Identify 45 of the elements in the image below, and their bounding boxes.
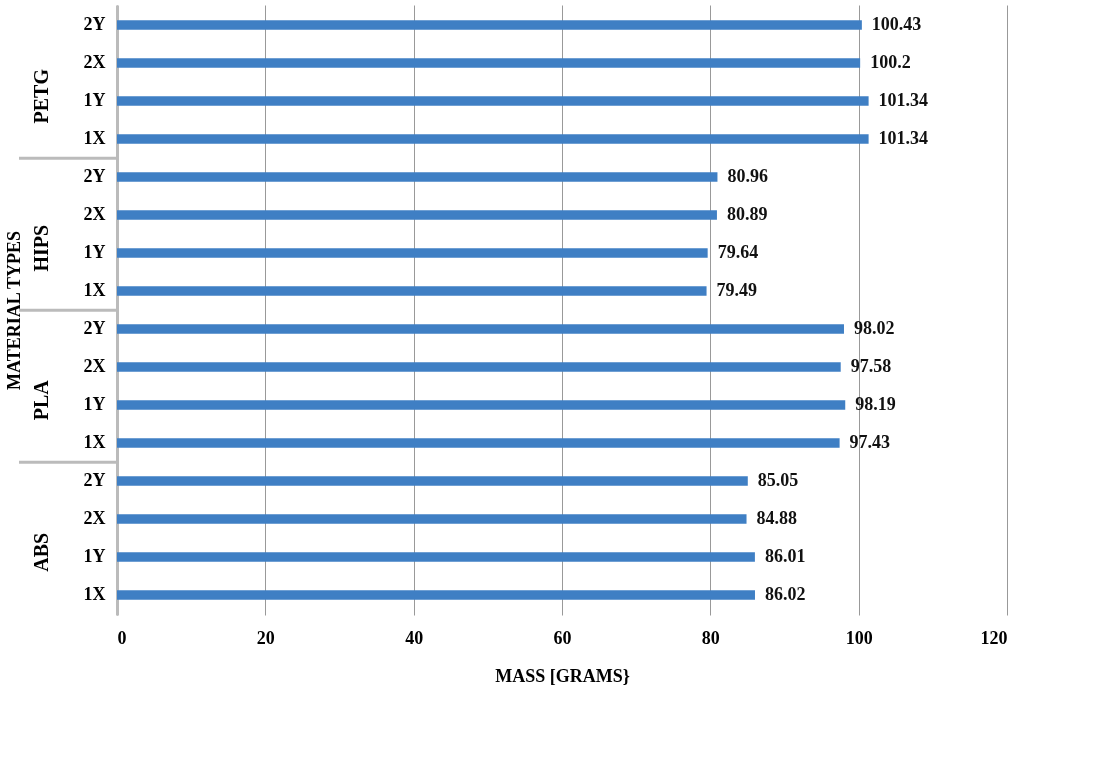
data-label: 101.34 — [878, 127, 929, 148]
data-label: 98.19 — [855, 394, 896, 415]
data-label: 86.02 — [764, 584, 806, 605]
text: PETG — [30, 68, 52, 124]
y-axis-title: MATERIAL TYPES — [3, 231, 24, 390]
x-axis-title: MASS [GRAMS} — [495, 665, 630, 686]
text: HIPS — [30, 224, 52, 272]
x-tick-label: 0 — [117, 627, 127, 648]
text: PLA — [30, 379, 52, 421]
y-tick-label: 2X — [83, 51, 106, 72]
y-tick-label: 1X — [83, 280, 106, 300]
x-tick-label: 120 — [980, 627, 1008, 648]
x-tick-label: 100 — [845, 627, 873, 648]
y-tick-label: 2Y — [83, 318, 106, 338]
data-label: 80.96 — [727, 165, 768, 186]
x-tick-label: 60 — [553, 627, 572, 648]
x-tick-label: 80 — [701, 627, 720, 648]
y-tick-label: 2X — [83, 508, 106, 529]
y-tick-label: 1Y — [83, 546, 106, 567]
y-tick-label: 2Y — [83, 470, 106, 491]
y-tick-label: 1X — [83, 127, 106, 148]
data-label: 86.01 — [764, 546, 806, 567]
y-tick-label: 2Y — [83, 13, 106, 34]
data-label: 79.49 — [716, 280, 758, 300]
x-tick-label: 40 — [405, 627, 424, 648]
data-label: 98.02 — [853, 318, 895, 338]
data-label: 101.34 — [878, 89, 929, 110]
data-label: 100.2 — [870, 51, 911, 72]
x-tick-label: 20 — [256, 627, 275, 648]
data-label: 97.58 — [850, 356, 892, 377]
data-label: 85.05 — [757, 470, 799, 491]
data-label: 79.64 — [717, 241, 759, 262]
y-tick-label: 1Y — [83, 89, 106, 110]
data-label: 84.88 — [756, 508, 798, 529]
y-tick-label: 2X — [83, 203, 106, 224]
y-tick-label: 2Y — [83, 165, 106, 186]
data-label: 80.89 — [726, 203, 768, 224]
data-label: 100.43 — [871, 13, 922, 34]
y-tick-label: 1X — [83, 432, 106, 453]
data-label: 97.43 — [849, 432, 891, 453]
y-tick-label: 1Y — [83, 394, 106, 415]
text: ABS — [30, 532, 52, 572]
y-tick-label: 2X — [83, 356, 106, 377]
y-tick-label: 1X — [83, 584, 106, 605]
y-tick-label: 1Y — [83, 241, 106, 262]
